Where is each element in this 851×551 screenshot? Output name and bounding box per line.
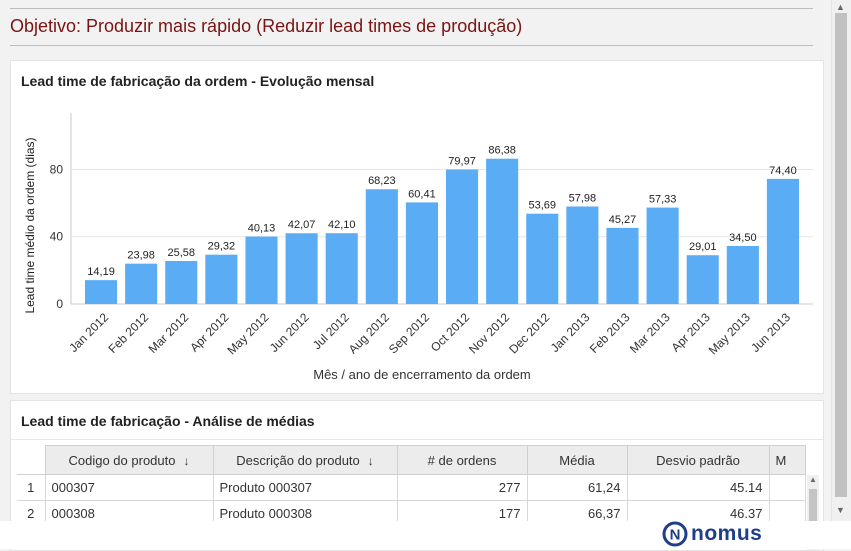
bar (365, 189, 398, 304)
bar-value-label: 23,98 (127, 250, 155, 262)
bar (766, 178, 799, 304)
table-title-divider (11, 439, 823, 440)
bar-value-label: 79,97 (448, 156, 476, 168)
row-index-header (17, 445, 45, 475)
row-index: 1 (17, 474, 46, 501)
x-tick-label: Aug 2012 (346, 310, 392, 356)
cell-media: 61,24 (526, 474, 628, 501)
y-axis-title: Lead time médio da ordem (dias) (23, 137, 37, 313)
bar (245, 236, 278, 304)
cell-codigo: 000307 (44, 474, 214, 501)
cell-ordens: 277 (396, 474, 528, 501)
y-tick-label: 0 (56, 297, 63, 311)
bar (726, 245, 759, 304)
column-header-desvio[interactable]: Desvio padrão (626, 445, 770, 475)
table-header-row: Codigo do produto ↓ Descrição do produto ↓… (17, 445, 806, 475)
x-tick-label: Oct 2012 (428, 310, 473, 355)
x-tick-label: Sep 2012 (386, 310, 432, 356)
bar (205, 254, 238, 304)
bar (686, 255, 719, 304)
x-tick-label: Jun 2013 (748, 310, 793, 355)
bar-value-label: 34,50 (729, 232, 757, 244)
x-tick-label: Jan 2013 (548, 310, 593, 355)
table-scroll-thumb[interactable] (809, 489, 817, 549)
bar-value-label: 40,13 (248, 223, 276, 235)
sort-down-icon[interactable]: ↓ (183, 453, 190, 468)
chart-panel: Lead time de fabricação da ordem - Evolu… (10, 60, 824, 394)
bar-value-label: 53,69 (529, 200, 557, 212)
bar (446, 169, 479, 304)
x-axis-title: Mês / ano de encerramento da ordem (313, 367, 531, 382)
x-tick-label: Nov 2012 (466, 310, 512, 356)
column-header-label: Codigo do produto (68, 452, 176, 468)
cell-descricao: Produto 000307 (212, 474, 398, 501)
column-header-media[interactable]: Média (526, 445, 628, 475)
scroll-up-arrow-icon[interactable]: ▲ (809, 475, 817, 484)
sort-down-icon[interactable]: ↓ (367, 453, 374, 468)
bar (566, 206, 599, 304)
bar (165, 260, 198, 304)
bar-value-label: 14,19 (87, 266, 115, 278)
top-divider (10, 8, 813, 9)
objective-divider (10, 45, 813, 46)
bar-value-label: 60,41 (408, 188, 436, 200)
x-tick-label: Jan 2012 (66, 310, 111, 355)
chart-panel-title: Lead time de fabricação da ordem - Evolu… (21, 73, 375, 89)
x-tick-label: May 2013 (706, 310, 753, 357)
x-tick-label: Mar 2012 (146, 310, 192, 356)
scroll-down-arrow-icon[interactable]: ▼ (836, 505, 845, 515)
lead-time-bar-chart: 0 40 80 14,19 Jan 2012 23,98 Feb 2012 25,58 Mar … (23, 113, 813, 382)
logo-wordmark: nomus (691, 522, 763, 545)
bar-value-label: 25,58 (168, 247, 196, 259)
bar (486, 158, 519, 304)
x-tick-label: Jun 2012 (267, 310, 312, 355)
table-row[interactable]: 1 000307 Produto 000307 277 61,24 45.14 (17, 474, 806, 501)
objective-title: Objetivo: Produzir mais rápido (Reduzir … (10, 16, 523, 36)
column-header-ordens[interactable]: # de ordens (396, 445, 528, 475)
y-tick-label: 80 (50, 162, 64, 176)
nomus-logo: N nomus (662, 521, 762, 547)
bar-value-label: 57,33 (649, 194, 677, 206)
scroll-up-arrow-icon[interactable]: ▲ (836, 2, 845, 12)
x-tick-label: May 2012 (224, 310, 271, 357)
bar (325, 233, 358, 304)
bar-value-label: 74,40 (769, 165, 797, 177)
x-tick-label: Mar 2013 (627, 310, 673, 356)
page-scrollbar[interactable]: ▲ ▼ (831, 0, 851, 521)
bar-value-label: 29,01 (689, 241, 717, 253)
averages-table: Codigo do produto ↓ Descrição do produto ↓… (17, 445, 806, 527)
x-tick-label: Feb 2013 (587, 310, 633, 356)
bar (606, 227, 639, 304)
bar (125, 263, 158, 304)
x-tick-label: Dec 2012 (506, 310, 552, 356)
column-header-codigo[interactable]: Codigo do produto ↓ (44, 445, 214, 475)
bar-value-label: 29,32 (208, 241, 236, 253)
column-header-descricao[interactable]: Descrição do produto ↓ (212, 445, 398, 475)
cell-m (768, 474, 806, 501)
bar-value-label: 45,27 (609, 214, 637, 226)
bar (405, 202, 438, 304)
page-scroll-thumb[interactable] (835, 13, 847, 497)
nomus-logo-icon: N (662, 521, 688, 547)
bar (285, 233, 318, 304)
dashboard-page: Objetivo: Produzir mais rápido (Reduzir … (10, 8, 824, 551)
footer: N nomus (0, 521, 851, 549)
cell-desvio: 45.14 (626, 474, 770, 501)
logo-letter: N (670, 527, 681, 544)
column-header-label: Descrição do produto (236, 452, 360, 468)
y-tick-label: 40 (50, 230, 64, 244)
bar-value-label: 68,23 (368, 175, 396, 187)
bar-value-label: 86,38 (488, 145, 516, 157)
column-header-m[interactable]: M (768, 445, 806, 475)
bar (85, 280, 118, 304)
bar-value-label: 57,98 (569, 192, 597, 204)
bar-value-label: 42,10 (328, 219, 356, 231)
table-panel-title: Lead time de fabricação - Análise de méd… (21, 413, 315, 429)
x-tick-label: Feb 2012 (106, 310, 152, 356)
bar-value-label: 42,07 (288, 219, 316, 231)
bar (526, 213, 559, 304)
bar (646, 207, 679, 304)
